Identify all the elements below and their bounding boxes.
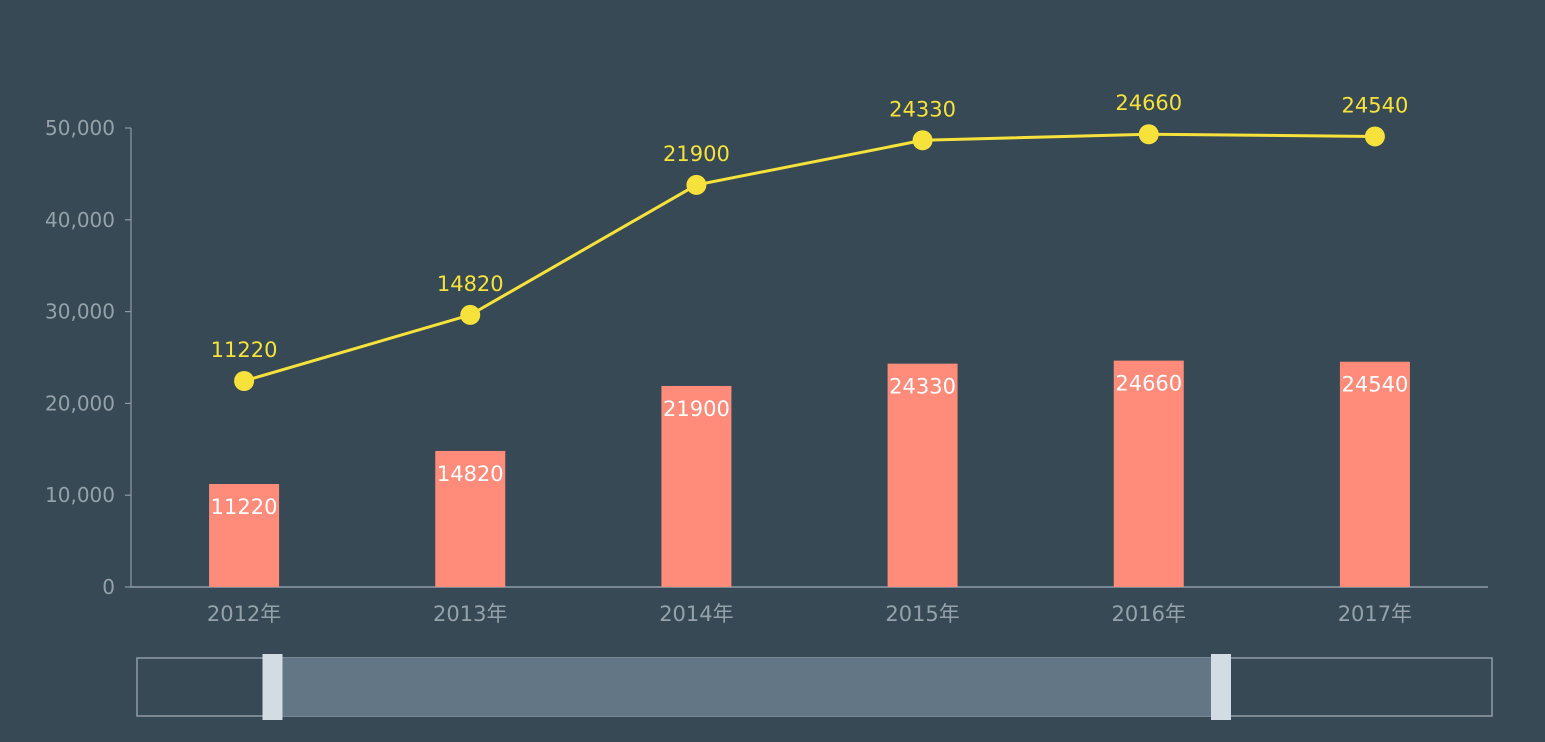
line-data-label: 21900 bbox=[663, 142, 730, 166]
line-path bbox=[243, 132, 1375, 383]
bar[interactable] bbox=[209, 484, 280, 587]
line-data-label: 24540 bbox=[1342, 93, 1409, 117]
y-axis: 0 10,000 20,000 30,000 40,000 50,000 bbox=[45, 116, 132, 599]
x-tick-label: 2013年 bbox=[433, 602, 507, 626]
bar-data-label: 24540 bbox=[1342, 373, 1409, 397]
line-data-label: 11220 bbox=[211, 338, 278, 362]
line-point[interactable] bbox=[234, 371, 255, 392]
zoom-selected-range[interactable] bbox=[272, 658, 1222, 716]
bar-series: 11220 14820 21900 24330 24660 24540 bbox=[209, 360, 1410, 587]
y-tick-label: 20,000 bbox=[45, 391, 115, 415]
line-point[interactable] bbox=[686, 174, 707, 195]
line-data-label: 24330 bbox=[889, 97, 956, 121]
bar-data-label: 24330 bbox=[889, 375, 956, 399]
line-point[interactable] bbox=[1138, 124, 1159, 145]
x-tick-label: 2014年 bbox=[659, 602, 733, 626]
x-tick-label: 2012年 bbox=[207, 602, 281, 626]
y-tick-label: 0 bbox=[102, 575, 115, 599]
zoom-end-handle[interactable] bbox=[1211, 654, 1231, 720]
bar[interactable] bbox=[1113, 360, 1184, 587]
y-tick-label: 10,000 bbox=[45, 483, 115, 507]
y-tick-label: 50,000 bbox=[45, 116, 115, 140]
line-point[interactable] bbox=[460, 304, 481, 325]
x-tick-label: 2016年 bbox=[1112, 602, 1186, 626]
bar[interactable] bbox=[1339, 361, 1410, 587]
bar[interactable] bbox=[661, 385, 732, 587]
bar[interactable] bbox=[435, 450, 506, 587]
x-tick-label: 2015年 bbox=[885, 602, 959, 626]
y-tick-label: 30,000 bbox=[45, 300, 115, 324]
bar-data-label: 14820 bbox=[437, 462, 504, 486]
line-point[interactable] bbox=[1364, 126, 1385, 147]
y-tick-label: 40,000 bbox=[45, 208, 115, 232]
line-point[interactable] bbox=[912, 130, 933, 151]
line-data-label: 14820 bbox=[437, 272, 504, 296]
bar-data-label: 11220 bbox=[211, 495, 278, 519]
data-zoom-slider[interactable] bbox=[136, 654, 1493, 720]
x-axis: 2012年 2013年 2014年 2015年 2016年 2017年 bbox=[131, 586, 1488, 626]
line-series: 11220 14820 21900 24330 24660 24540 bbox=[211, 91, 1409, 392]
bar-data-label: 21900 bbox=[663, 397, 730, 421]
line-data-label: 24660 bbox=[1115, 91, 1182, 115]
bar[interactable] bbox=[887, 363, 958, 587]
x-tick-label: 2017年 bbox=[1338, 602, 1412, 626]
zoom-start-handle[interactable] bbox=[262, 654, 283, 720]
bar-data-label: 24660 bbox=[1115, 372, 1182, 396]
